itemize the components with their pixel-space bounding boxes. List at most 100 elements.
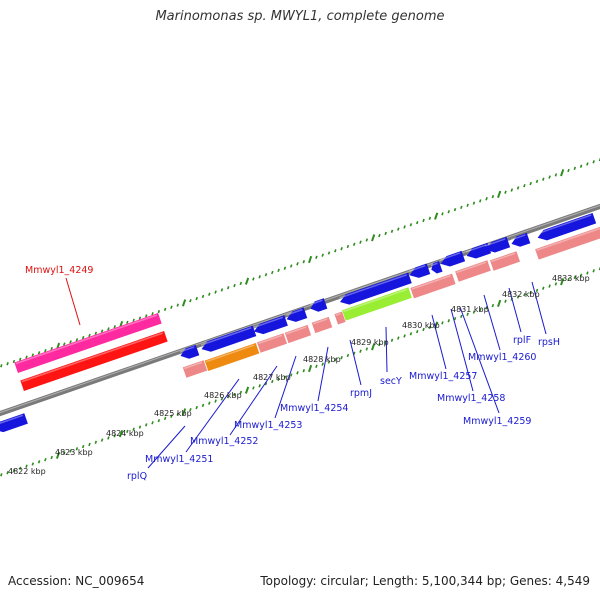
accession-text: Accession: NC_009654	[8, 574, 145, 588]
gene-label[interactable]: rplF	[513, 335, 531, 346]
outer-tick	[132, 318, 135, 322]
gene-label[interactable]: Mmwyl1_4260	[468, 352, 536, 363]
inner-tick	[573, 275, 577, 280]
segment-feature	[182, 360, 208, 378]
gene-label[interactable]: Mmwyl1_4254	[280, 403, 348, 414]
outer-tick	[460, 205, 463, 210]
outer-tick	[258, 275, 261, 279]
kbp-label-layer: 4822 kbp 4823 kbp 4824 kbp 4825 kbp 4826 kbp…	[8, 274, 590, 476]
leader-line	[483, 294, 501, 351]
kbp-label: 4830 kbp	[402, 321, 440, 330]
cds-feature	[430, 261, 443, 274]
inner-tick	[416, 329, 419, 334]
outer-tick	[384, 231, 387, 236]
gene-label[interactable]: Mmwyl1_4249	[25, 265, 93, 276]
inner-tick	[189, 408, 192, 412]
outer-tick	[44, 348, 47, 353]
leader-line	[229, 365, 278, 436]
inner-tick	[126, 429, 129, 434]
inner-tick	[220, 397, 224, 401]
leader-line	[147, 425, 186, 469]
inner-tick	[542, 286, 545, 290]
leader-line	[349, 339, 362, 386]
cds-feature	[339, 272, 412, 305]
inner-tick	[491, 303, 495, 308]
inner-tick	[327, 360, 331, 364]
inner-tick	[145, 423, 148, 427]
gene-label[interactable]: Mmwyl1_4258	[437, 393, 505, 404]
inner-tick	[44, 457, 47, 462]
inner-tick	[592, 269, 595, 273]
topology-text: Topology: circular; Length: 5,100,344 bp…	[260, 574, 590, 588]
inner-tick	[422, 327, 425, 332]
kbp-label: 4823 kbp	[55, 448, 93, 457]
inner-tick	[201, 403, 205, 408]
gene-label[interactable]: Mmwyl1_4257	[409, 371, 477, 382]
inner-tick	[233, 392, 236, 397]
inner-tick	[170, 414, 173, 418]
inner-tick	[548, 284, 551, 288]
inner-tick	[55, 451, 61, 459]
inner-tick	[472, 310, 476, 314]
outer-tick	[554, 173, 558, 177]
cds-feature	[485, 236, 511, 253]
inner-tick	[239, 390, 243, 395]
outer-tick	[529, 181, 532, 186]
outer-tick	[63, 342, 66, 346]
inner-tick	[523, 293, 526, 297]
outer-tick	[289, 264, 293, 268]
outer-tick	[334, 249, 337, 253]
outer-tick	[479, 199, 482, 203]
segment-feature	[410, 273, 456, 299]
kbp-label: 4825 kbp	[154, 409, 192, 418]
outer-tick	[226, 286, 230, 290]
kbp-label: 4827 kbp	[253, 373, 291, 382]
outer-tick	[31, 353, 35, 357]
outer-tick	[195, 296, 198, 301]
gene-label[interactable]: rpmJ	[350, 388, 372, 399]
gene-label[interactable]: Mmwyl1_4252	[190, 436, 258, 447]
outer-tick	[264, 273, 268, 277]
inner-tick	[453, 316, 457, 321]
inner-tick	[181, 408, 187, 416]
outer-tick	[409, 223, 413, 227]
leader-line	[431, 314, 447, 370]
outer-tick	[151, 312, 154, 316]
inner-tick	[302, 369, 306, 373]
inner-tick	[365, 347, 369, 351]
outer-tick	[365, 238, 369, 242]
inner-tick	[31, 462, 35, 466]
outer-tick	[244, 277, 250, 285]
cds-feature	[466, 242, 492, 259]
outer-tick	[88, 333, 91, 338]
trna-feature	[14, 313, 162, 373]
gene-label[interactable]: Mmwyl1_4259	[463, 416, 531, 427]
cds-feature	[510, 232, 531, 247]
outer-tick	[201, 294, 205, 299]
inner-tick	[75, 447, 79, 451]
inner-tick	[334, 358, 337, 362]
outer-tick	[422, 218, 425, 223]
inner-tick	[107, 436, 110, 440]
gene-label[interactable]: rpsH	[538, 337, 560, 348]
label-leader-lines	[65, 277, 547, 469]
inner-tick	[271, 379, 274, 384]
segment-feature	[256, 333, 288, 353]
genome-title: Marinomonas sp. MWYL1, complete genome	[155, 9, 445, 24]
cds-feature	[408, 263, 431, 278]
inner-tick-row	[0, 267, 600, 477]
outer-tick	[535, 179, 539, 184]
feature-layer	[0, 213, 600, 433]
inner-tick	[283, 375, 287, 379]
gene-label[interactable]: rplQ	[127, 471, 147, 482]
inner-tick	[586, 271, 589, 275]
gene-label[interactable]: Mmwyl1_4251	[145, 454, 213, 465]
gene-label[interactable]: secY	[380, 376, 402, 387]
outer-tick	[327, 251, 331, 255]
outer-tick	[214, 290, 217, 294]
outer-tick	[308, 255, 313, 264]
gene-label[interactable]: Mmwyl1_4253	[234, 420, 302, 431]
inner-tick	[378, 342, 381, 347]
outer-tick	[181, 299, 187, 307]
